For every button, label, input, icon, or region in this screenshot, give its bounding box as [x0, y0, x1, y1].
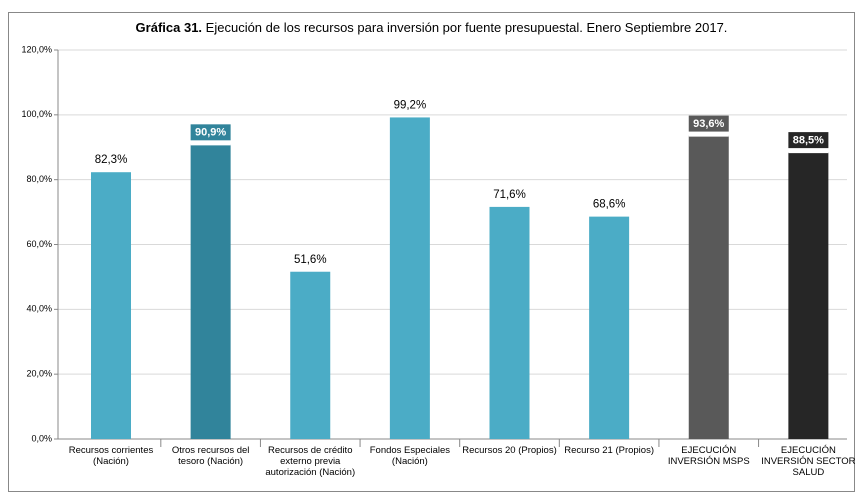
bar — [190, 144, 231, 439]
title-text: Ejecución de los recursos para inversión… — [205, 20, 728, 35]
x-tick-label: Recursos 20 (Propios) — [462, 445, 557, 456]
y-tick-label: 60,0% — [26, 239, 52, 249]
y-tick-label: 80,0% — [26, 174, 52, 184]
value-label: 68,6% — [593, 199, 626, 211]
value-label-box — [688, 115, 729, 132]
y-tick-label: 40,0% — [26, 304, 52, 314]
value-label: 93,6% — [693, 118, 724, 130]
bar — [688, 135, 729, 439]
value-label: 90,9% — [195, 127, 226, 139]
bar — [389, 117, 430, 439]
value-label-box — [190, 124, 231, 141]
y-tick-label: 0,0% — [31, 433, 52, 443]
x-tick-label: EJECUCIÓN INVERSIÓN MSPS — [667, 445, 750, 467]
bar — [290, 271, 331, 439]
y-tick-label: 100,0% — [21, 109, 52, 119]
value-label: 88,5% — [793, 135, 824, 147]
chart-border — [8, 12, 855, 492]
value-label: 71,6% — [493, 189, 526, 201]
value-label: 99,2% — [394, 99, 427, 111]
bar — [589, 216, 630, 439]
x-tick-label: Recursos de crédito externo previa autor… — [265, 445, 356, 478]
x-tick-label: EJECUCIÓN INVERSIÓN SECTOR SALUD — [761, 445, 856, 478]
bar — [489, 206, 530, 439]
x-tick-label: Fondos Especiales (Nación) — [369, 445, 451, 467]
x-tick-label: Recursos corrientes (Nación) — [68, 445, 154, 467]
x-tick-label: Otros recursos del tesoro (Nación) — [171, 445, 250, 467]
chart-title: Gráfica 31. Ejecución de los recursos pa… — [8, 20, 855, 35]
y-tick-label: 120,0% — [21, 44, 52, 54]
bar — [788, 152, 829, 440]
title-bold: Gráfica 31. — [135, 20, 203, 35]
value-label: 51,6% — [294, 254, 327, 266]
y-tick-label: 20,0% — [26, 369, 52, 379]
x-tick-label: Recurso 21 (Propios) — [564, 445, 654, 456]
value-label-box — [788, 132, 829, 149]
bar — [91, 172, 131, 440]
value-label: 82,3% — [95, 154, 128, 166]
